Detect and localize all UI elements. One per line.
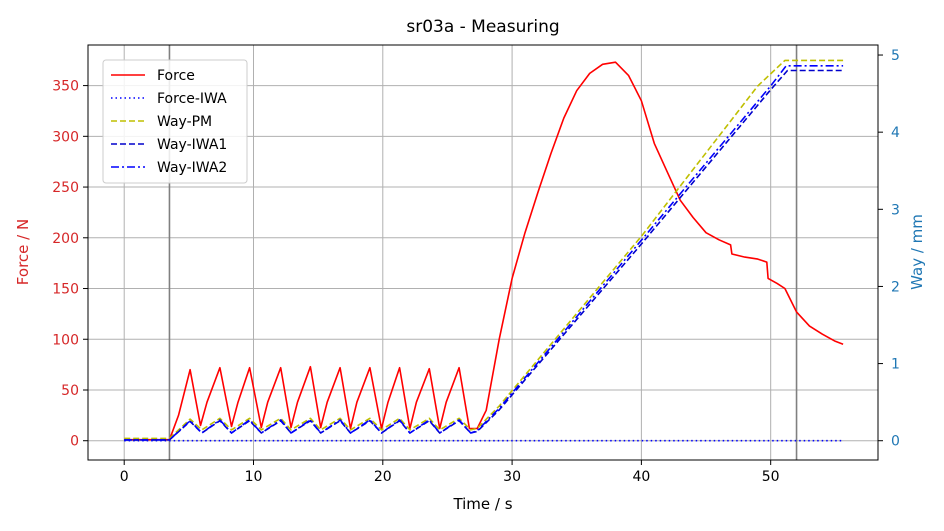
chart-title: sr03a - Measuring [406,17,559,37]
left-y-axis-label: Force / N [14,219,32,285]
legend-label: Way-IWA2 [157,160,227,176]
plot-area [124,59,844,442]
series-way-iwa1-line [124,69,844,441]
legend-label: Force-IWA [157,91,227,107]
x-axis-label: Time / s [452,495,512,513]
axes-frame [87,44,879,461]
left-y-tick-label: 250 [52,180,79,196]
x-axis-ticks: 0 10 20 30 40 50 [120,460,780,485]
x-tick-label: 0 [120,469,129,485]
x-tick-label: 50 [762,469,780,485]
right-y-tick-label: 0 [891,434,900,450]
left-y-tick-label: 350 [52,79,79,95]
right-y-tick-label: 1 [891,357,900,373]
legend-label: Force [157,68,195,84]
x-tick-label: 10 [245,469,263,485]
left-y-tick-label: 100 [52,332,79,348]
series-force-line [124,61,844,441]
right-y-tick-label: 2 [891,279,900,295]
left-y-tick-label: 150 [52,282,79,298]
legend-label: Way-PM [157,114,212,130]
x-tick-label: 20 [374,469,392,485]
right-y-axis-label: Way / mm [908,214,926,290]
legend-label: Way-IWA1 [157,137,227,153]
right-y-tick-label: 5 [891,48,900,64]
left-y-axis-ticks: 0 50 100 150 200 250 300 350 [52,79,88,450]
series-way-pm-line [124,59,844,440]
left-y-tick-label: 50 [61,383,79,399]
right-y-axis-ticks: 0 1 2 3 4 5 [878,48,900,450]
right-y-tick-label: 4 [891,125,900,141]
legend: Force Force-IWA Way-PM Way-IWA1 Way-IWA2 [102,59,248,184]
x-tick-label: 40 [632,469,650,485]
right-y-tick-label: 3 [891,202,900,218]
left-y-tick-label: 200 [52,231,79,247]
left-y-tick-label: 300 [52,129,79,145]
left-y-tick-label: 0 [70,434,79,450]
grid [88,45,878,460]
x-tick-label: 30 [503,469,521,485]
legend-box [102,59,248,184]
